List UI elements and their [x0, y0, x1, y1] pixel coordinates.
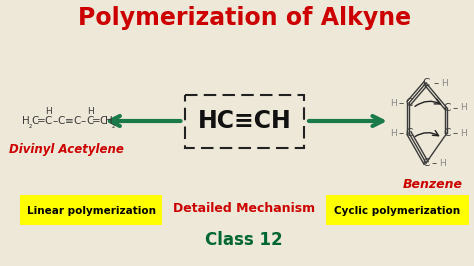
- Text: C: C: [100, 116, 107, 126]
- Text: ₂: ₂: [28, 120, 32, 130]
- Text: Cyclic polymerization: Cyclic polymerization: [335, 206, 461, 216]
- Text: C: C: [58, 116, 65, 126]
- Text: –: –: [453, 103, 458, 113]
- Text: C: C: [443, 103, 451, 113]
- Text: C: C: [443, 128, 451, 138]
- Text: C: C: [422, 158, 430, 168]
- Text: C: C: [31, 116, 38, 126]
- Text: =: =: [92, 116, 101, 126]
- Text: –: –: [52, 116, 57, 126]
- Text: C: C: [422, 78, 430, 88]
- Text: H: H: [87, 107, 93, 117]
- Text: HC≡CH: HC≡CH: [197, 109, 291, 133]
- Text: H: H: [460, 128, 466, 138]
- Text: C: C: [86, 116, 94, 126]
- Text: Detailed Mechanism: Detailed Mechanism: [173, 202, 315, 215]
- Text: H: H: [460, 103, 466, 113]
- Text: Linear polymerization: Linear polymerization: [27, 206, 155, 216]
- Text: C: C: [73, 116, 81, 126]
- Text: H: H: [390, 128, 397, 138]
- Text: C: C: [45, 116, 52, 126]
- Text: Polymerization of Alkyne: Polymerization of Alkyne: [78, 6, 411, 30]
- Text: –: –: [432, 158, 437, 168]
- Text: H: H: [441, 78, 447, 88]
- Text: H: H: [439, 159, 446, 168]
- Text: ≡: ≡: [65, 116, 73, 126]
- Text: –: –: [399, 128, 404, 138]
- Text: –: –: [453, 128, 458, 138]
- Text: ₂: ₂: [111, 120, 115, 130]
- Text: H: H: [45, 107, 52, 117]
- Text: Benzene: Benzene: [403, 178, 463, 192]
- FancyBboxPatch shape: [19, 195, 163, 225]
- Text: Class 12: Class 12: [205, 231, 283, 249]
- Text: C: C: [405, 98, 412, 108]
- Text: –: –: [399, 98, 404, 108]
- Text: =: =: [37, 116, 46, 126]
- Text: Divinyl Acetylene: Divinyl Acetylene: [9, 143, 124, 156]
- Text: H: H: [390, 98, 397, 107]
- Text: H: H: [22, 116, 30, 126]
- Text: C: C: [405, 128, 412, 138]
- Text: H: H: [105, 116, 113, 126]
- Text: –: –: [434, 78, 439, 88]
- Text: –: –: [81, 116, 86, 126]
- FancyBboxPatch shape: [326, 195, 469, 225]
